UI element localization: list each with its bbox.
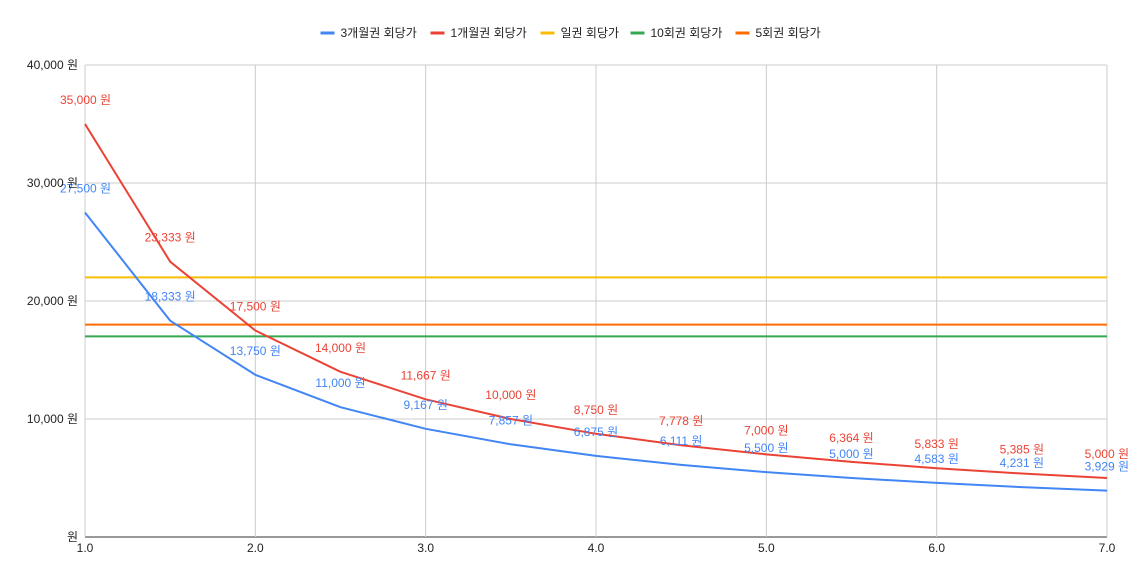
- x-tick-label: 4.0: [588, 541, 605, 555]
- grid-lines: [84, 64, 1108, 538]
- data-label: 6,111 원: [660, 434, 703, 448]
- data-label: 18,333 원: [145, 290, 196, 304]
- y-tick-label: 20,000 원: [27, 294, 78, 308]
- data-label: 17,500 원: [230, 300, 281, 314]
- data-label: 6,364 원: [829, 431, 873, 445]
- data-label: 35,000 원: [60, 93, 111, 107]
- data-label: 8,750 원: [574, 403, 618, 417]
- data-label: 6,875 원: [574, 425, 618, 439]
- data-label: 23,333 원: [145, 231, 196, 245]
- y-tick-label: 30,000 원: [27, 176, 78, 190]
- data-label: 4,231 원: [1000, 456, 1044, 470]
- legend-label: 5회권 회당가: [756, 26, 821, 40]
- data-label: 5,000 원: [1085, 447, 1129, 461]
- x-tick-label: 2.0: [247, 541, 264, 555]
- y-tick-label: 원: [67, 530, 78, 544]
- legend-item: 3개월권 회당가: [320, 26, 417, 40]
- data-label: 27,500 원: [60, 182, 111, 196]
- data-label: 14,000 원: [315, 341, 366, 355]
- x-tick-label: 7.0: [1099, 541, 1116, 555]
- data-labels: 27,500 원 18,333 원 13,750 원 11,000 원 9,167 원 7…: [60, 93, 1129, 474]
- x-tick-label: 6.0: [928, 541, 945, 555]
- series-line: [84, 211, 1108, 492]
- data-label: 7,857 원: [489, 413, 533, 427]
- legend-label: 1개월권 회당가: [451, 26, 527, 40]
- x-tick-label: 1.0: [77, 541, 94, 555]
- legend-item: 10회권 회당가: [630, 26, 723, 40]
- legend-item: 5회권 회당가: [735, 26, 821, 40]
- legend-item: 일권 회당가: [540, 26, 620, 40]
- legend: 3개월권 회당가 1개월권 회당가 일권 회당가 10회권 회당가 5회권 회당가: [320, 26, 821, 40]
- x-tick-label: 3.0: [417, 541, 434, 555]
- data-label: 7,000 원: [744, 423, 788, 437]
- y-tick-label: 10,000 원: [27, 412, 78, 426]
- data-label: 11,667 원: [401, 368, 451, 382]
- x-tick-label: 5.0: [758, 541, 775, 555]
- y-tick-label: 40,000 원: [27, 58, 78, 72]
- data-label: 3,929 원: [1085, 460, 1129, 474]
- data-label: 13,750 원: [230, 344, 281, 358]
- legend-label: 일권 회당가: [561, 26, 620, 40]
- data-label: 10,000 원: [485, 388, 536, 402]
- series-lines: [84, 123, 1108, 492]
- legend-label: 10회권 회당가: [651, 26, 723, 40]
- data-label: 5,000 원: [829, 447, 873, 461]
- data-label: 9,167 원: [403, 398, 447, 412]
- data-label: 5,500 원: [744, 441, 788, 455]
- axis-ticks: 원 10,000 원 20,000 원 30,000 원 40,000 원 1.0 2.0 3…: [27, 58, 1116, 555]
- data-label: 5,385 원: [1000, 442, 1044, 456]
- data-label: 7,778 원: [659, 414, 703, 428]
- data-label: 4,583 원: [914, 452, 958, 466]
- legend-label: 3개월권 회당가: [341, 26, 417, 40]
- legend-item: 1개월권 회당가: [430, 26, 527, 40]
- series-line: [84, 123, 1108, 479]
- data-label: 11,000 원: [315, 376, 365, 390]
- data-label: 5,833 원: [914, 437, 958, 451]
